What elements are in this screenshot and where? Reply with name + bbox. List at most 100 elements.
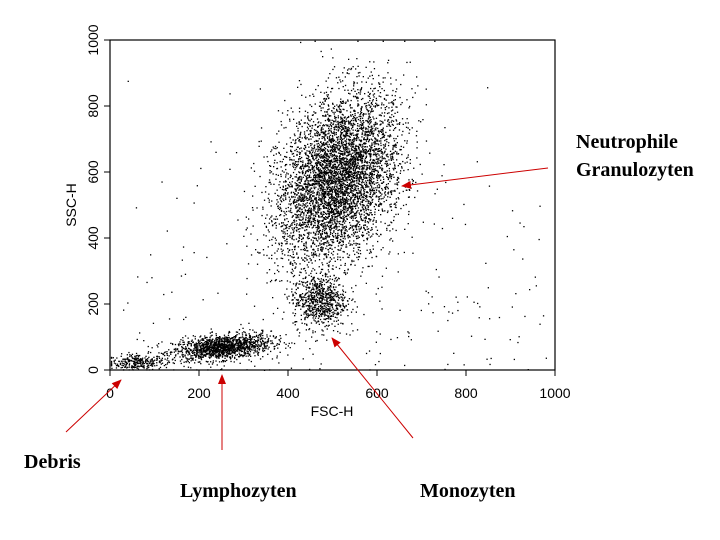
scatter-point: [291, 299, 293, 301]
scatter-point: [346, 181, 348, 183]
scatter-point: [224, 336, 226, 338]
scatter-point: [264, 347, 266, 349]
scatter-point: [128, 366, 131, 368]
scatter-point: [303, 122, 305, 124]
scatter-point: [315, 226, 317, 229]
scatter-point: [234, 356, 236, 358]
scatter-point: [207, 343, 210, 345]
scatter-point: [368, 218, 370, 220]
scatter-point: [251, 346, 253, 348]
scatter-point: [197, 361, 199, 363]
scatter-point: [350, 128, 353, 130]
scatter-point: [266, 342, 268, 344]
scatter-point: [356, 145, 358, 147]
scatter-point: [341, 187, 344, 189]
scatter-point: [302, 304, 304, 307]
scatter-point: [127, 360, 129, 362]
scatter-point: [362, 123, 364, 125]
scatter-point: [295, 226, 297, 228]
scatter-point: [201, 345, 203, 347]
scatter-point: [316, 159, 318, 162]
scatter-point: [380, 203, 383, 205]
scatter-point: [300, 83, 302, 86]
scatter-point: [339, 200, 341, 202]
scatter-point: [147, 345, 149, 348]
scatter-point: [302, 160, 304, 162]
scatter-point: [306, 210, 308, 212]
scatter-point: [396, 111, 399, 113]
scatter-point: [352, 215, 354, 217]
scatter-point: [346, 171, 348, 173]
scatter-point: [359, 127, 361, 130]
scatter-point: [296, 217, 298, 219]
scatter-point: [293, 256, 295, 258]
scatter-point: [344, 306, 346, 308]
scatter-point: [316, 312, 318, 314]
scatter-point: [379, 120, 381, 122]
scatter-point: [361, 158, 364, 160]
scatter-point: [348, 73, 350, 75]
scatter-point: [339, 162, 342, 164]
scatter-point: [147, 352, 149, 354]
scatter-point: [351, 192, 353, 194]
scatter-point: [328, 308, 330, 310]
scatter-point: [307, 266, 309, 268]
scatter-point: [380, 148, 383, 150]
scatter-point: [313, 176, 315, 179]
scatter-point: [266, 340, 269, 343]
scatter-point: [253, 352, 255, 354]
scatter-point: [318, 167, 320, 169]
scatter-point: [398, 123, 401, 125]
scatter-point: [368, 231, 370, 234]
scatter-point: [286, 296, 288, 298]
scatter-point: [318, 255, 320, 257]
scatter-point: [222, 351, 224, 353]
scatter-point: [357, 246, 359, 249]
scatter-point: [339, 179, 341, 181]
scatter-point: [354, 184, 356, 186]
scatter-point: [360, 227, 362, 230]
scatter-point: [295, 302, 298, 304]
scatter-point: [308, 133, 310, 136]
scatter-point: [367, 101, 369, 104]
scatter-point: [343, 214, 345, 216]
scatter-point: [138, 355, 140, 357]
scatter-point: [340, 293, 342, 296]
scatter-point: [342, 200, 344, 202]
scatter-point: [365, 282, 367, 284]
scatter-point: [344, 122, 346, 124]
scatter-point: [358, 246, 361, 248]
scatter-point: [120, 367, 122, 369]
scatter-point: [235, 335, 237, 337]
scatter-point: [200, 335, 202, 337]
scatter-point: [334, 299, 336, 302]
scatter-point: [303, 133, 306, 135]
scatter-point: [395, 198, 397, 200]
scatter-point: [332, 155, 334, 157]
scatter-point: [313, 288, 315, 290]
scatter-point: [330, 169, 332, 171]
scatter-point: [244, 348, 247, 350]
scatter-point: [395, 127, 397, 129]
scatter-point: [340, 239, 342, 241]
scatter-point: [249, 346, 251, 348]
scatter-point: [236, 344, 238, 347]
scatter-point: [299, 332, 301, 334]
scatter-point: [294, 134, 296, 137]
scatter-point: [345, 305, 347, 307]
scatter-point: [345, 164, 347, 166]
scatter-point: [193, 348, 195, 350]
scatter-point: [331, 198, 333, 200]
scatter-point: [246, 342, 248, 345]
scatter-point: [308, 215, 310, 217]
scatter-point: [326, 293, 328, 295]
scatter-point: [192, 341, 194, 344]
scatter-point: [327, 86, 329, 89]
scatter-point: [130, 354, 132, 357]
scatter-point: [303, 131, 306, 133]
scatter-point: [313, 232, 315, 234]
scatter-point: [325, 310, 327, 312]
scatter-point: [319, 203, 321, 206]
scatter-point: [325, 306, 327, 308]
scatter-point: [298, 198, 300, 200]
